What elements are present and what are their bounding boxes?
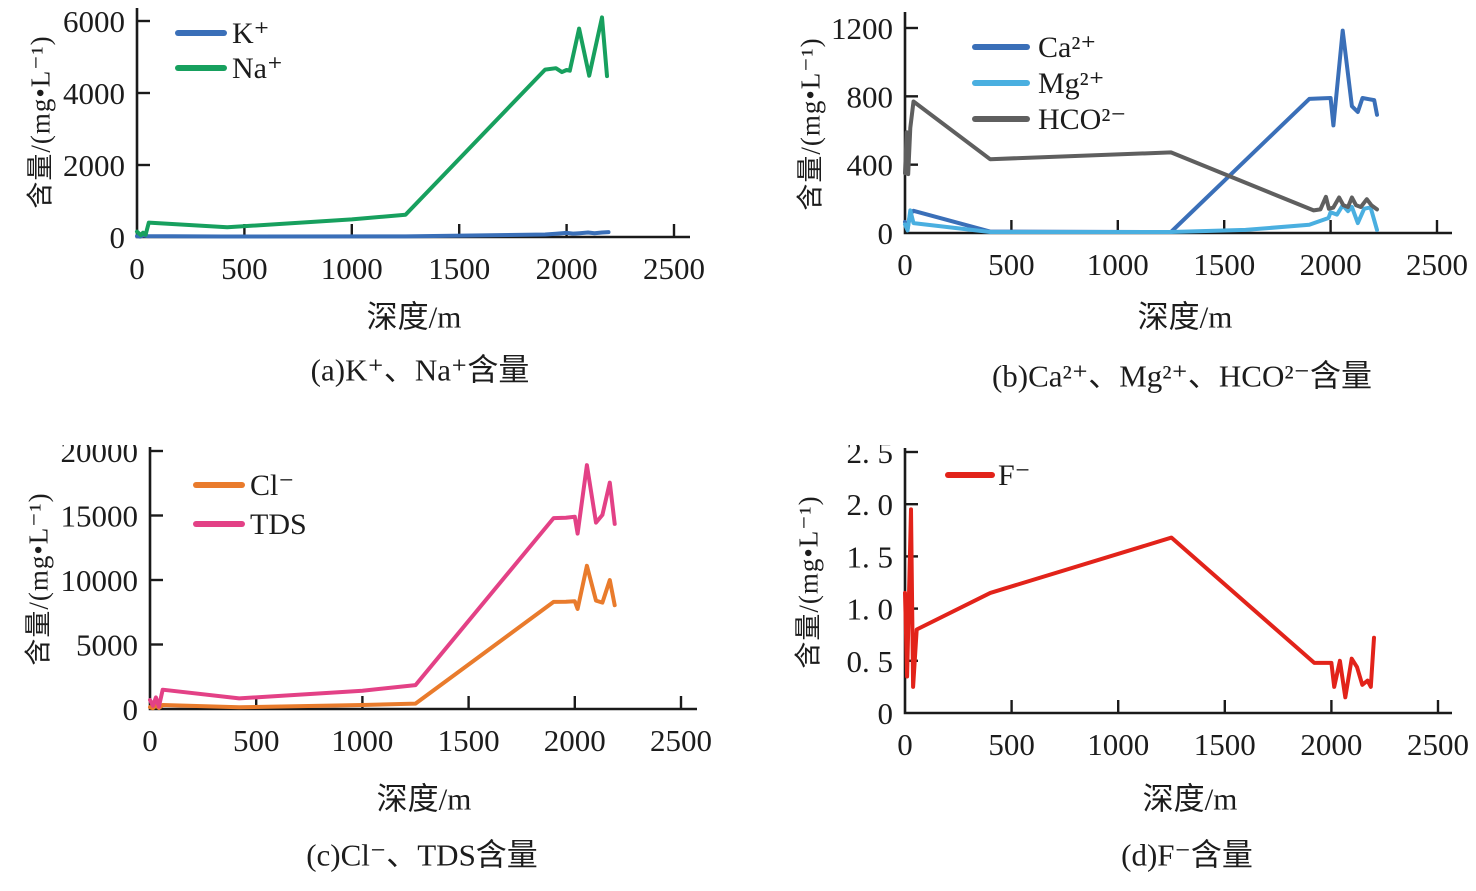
y-tick-label: 0	[878, 216, 894, 251]
x-tick-label: 500	[988, 247, 1035, 282]
chart-d-f: 0 500 1000 1500 2000 2500 0 0. 5 1. 0 1. 5 2. 0 2. …	[847, 445, 1470, 762]
x-tick-label: 1000	[1087, 247, 1149, 282]
series-line-Na⁺	[135, 15, 609, 238]
y-axis-label-c: 含量/(mg•L⁻¹)	[23, 492, 54, 666]
x-tick-label: 1000	[321, 251, 383, 286]
x-tick-label: 0	[897, 727, 913, 762]
series-line-HCO²⁻	[903, 99, 1379, 213]
x-axis-label-d: 深度/m	[1142, 781, 1238, 817]
axis-spines	[903, 448, 1452, 715]
legend-label-K⁺: K⁺	[232, 17, 270, 50]
x-axis-label-b: 深度/m	[1137, 299, 1233, 335]
y-tick-label: 4000	[63, 76, 125, 111]
x-tick-label: 500	[233, 723, 280, 758]
legend-label-Mg²⁺: Mg²⁺	[1038, 67, 1105, 100]
panel-c: 0 500 1000 1500 2000 2500 0 5000 10000 15000 20000…	[0, 445, 738, 891]
y-tick-label: 2. 5	[847, 445, 894, 470]
axis-spines	[135, 8, 690, 239]
legend-label-Na⁺: Na⁺	[232, 52, 283, 85]
x-tick-label: 2500	[1407, 727, 1469, 762]
panel-d: 0 500 1000 1500 2000 2500 0 0. 5 1. 0 1. 5 2. 0 2. …	[738, 445, 1476, 891]
series-line-F⁻	[903, 507, 1376, 700]
x-tick-label: 2000	[544, 723, 606, 758]
y-tick-label: 400	[847, 148, 894, 183]
legend-label-Ca²⁺: Ca²⁺	[1038, 31, 1096, 64]
x-tick-label: 2000	[1300, 247, 1362, 282]
x-tick-label: 2000	[1300, 727, 1362, 762]
y-tick-label: 1. 0	[847, 592, 894, 627]
x-tick-label: 2000	[536, 251, 598, 286]
x-axis-label-a: 深度/m	[366, 299, 462, 335]
y-tick-label: 2. 0	[847, 487, 894, 522]
y-tick-label: 10000	[61, 563, 139, 598]
x-tick-label: 1000	[331, 723, 393, 758]
caption-d: (d)F⁻含量	[1121, 837, 1253, 873]
y-axis-label-d: 含量/(mg•L⁻¹)	[793, 495, 824, 669]
axis-spines	[903, 12, 1452, 235]
y-tick-label: 0	[110, 220, 126, 255]
y-tick-label: 0	[123, 692, 139, 727]
caption-b: (b)Ca²⁺、Mg²⁺、HCO²⁻含量	[991, 358, 1373, 394]
chart-a-k-na: 0 500 1000 1500 2000 2500 0 2000 4000 6000 K⁺Na⁺	[63, 4, 705, 286]
x-tick-label: 0	[129, 251, 145, 286]
x-tick-label: 1500	[428, 251, 490, 286]
caption-c: (c)Cl⁻、TDS含量	[306, 837, 538, 873]
y-tick-label: 6000	[63, 4, 125, 39]
x-tick-label: 500	[221, 251, 268, 286]
legend-label-Cl⁻: Cl⁻	[250, 469, 294, 502]
x-tick-label: 0	[142, 723, 158, 758]
chart-c-cl-tds: 0 500 1000 1500 2000 2500 0 5000 10000 15000 20000…	[61, 445, 713, 758]
series-line-Mg²⁺	[903, 203, 1379, 234]
panel-a: 0 500 1000 1500 2000 2500 0 2000 4000 6000 K⁺ Na⁺ 含…	[0, 0, 738, 445]
y-tick-label: 0. 5	[847, 644, 894, 679]
x-tick-label: 1500	[1193, 247, 1255, 282]
x-tick-label: 500	[988, 727, 1035, 762]
panel-b: 0 500 1000 1500 2000 2500 0 400 800 1200 Ca²⁺ Mg²⁺ H…	[738, 0, 1476, 445]
caption-a: (a)K⁺、Na⁺含量	[310, 352, 530, 388]
y-tick-label: 5000	[76, 628, 138, 663]
y-tick-label: 0	[878, 696, 894, 731]
y-axis-label-b: 含量/(mg•L⁻¹)	[795, 37, 826, 211]
y-tick-label: 1. 5	[847, 539, 894, 574]
y-tick-label: 15000	[61, 499, 139, 534]
y-axis-label-a: 含量/(mg•L⁻¹)	[25, 35, 56, 209]
legend-label-HCO²⁻: HCO²⁻	[1038, 103, 1126, 136]
series-line-Ca²⁺	[903, 28, 1379, 234]
series-line-K⁺	[135, 230, 611, 239]
chart-b-ca-mg-hco: 0 500 1000 1500 2000 2500 0 400 800 1200 Ca²⁺Mg²⁺H…	[831, 11, 1468, 282]
y-tick-label: 800	[847, 79, 894, 114]
x-tick-label: 2500	[1406, 247, 1468, 282]
y-tick-label: 20000	[61, 445, 139, 469]
x-tick-label: 1500	[1194, 727, 1256, 762]
x-axis-label-c: 深度/m	[376, 781, 472, 817]
series-line-TDS	[148, 463, 617, 709]
y-tick-label: 1200	[831, 11, 893, 46]
x-tick-label: 1500	[438, 723, 500, 758]
legend-label-F⁻: F⁻	[998, 459, 1031, 492]
x-tick-label: 2500	[643, 251, 705, 286]
x-tick-label: 1000	[1087, 727, 1149, 762]
x-tick-label: 2500	[650, 723, 712, 758]
x-tick-label: 0	[897, 247, 913, 282]
y-tick-label: 2000	[63, 148, 125, 183]
legend-label-TDS: TDS	[250, 508, 307, 541]
